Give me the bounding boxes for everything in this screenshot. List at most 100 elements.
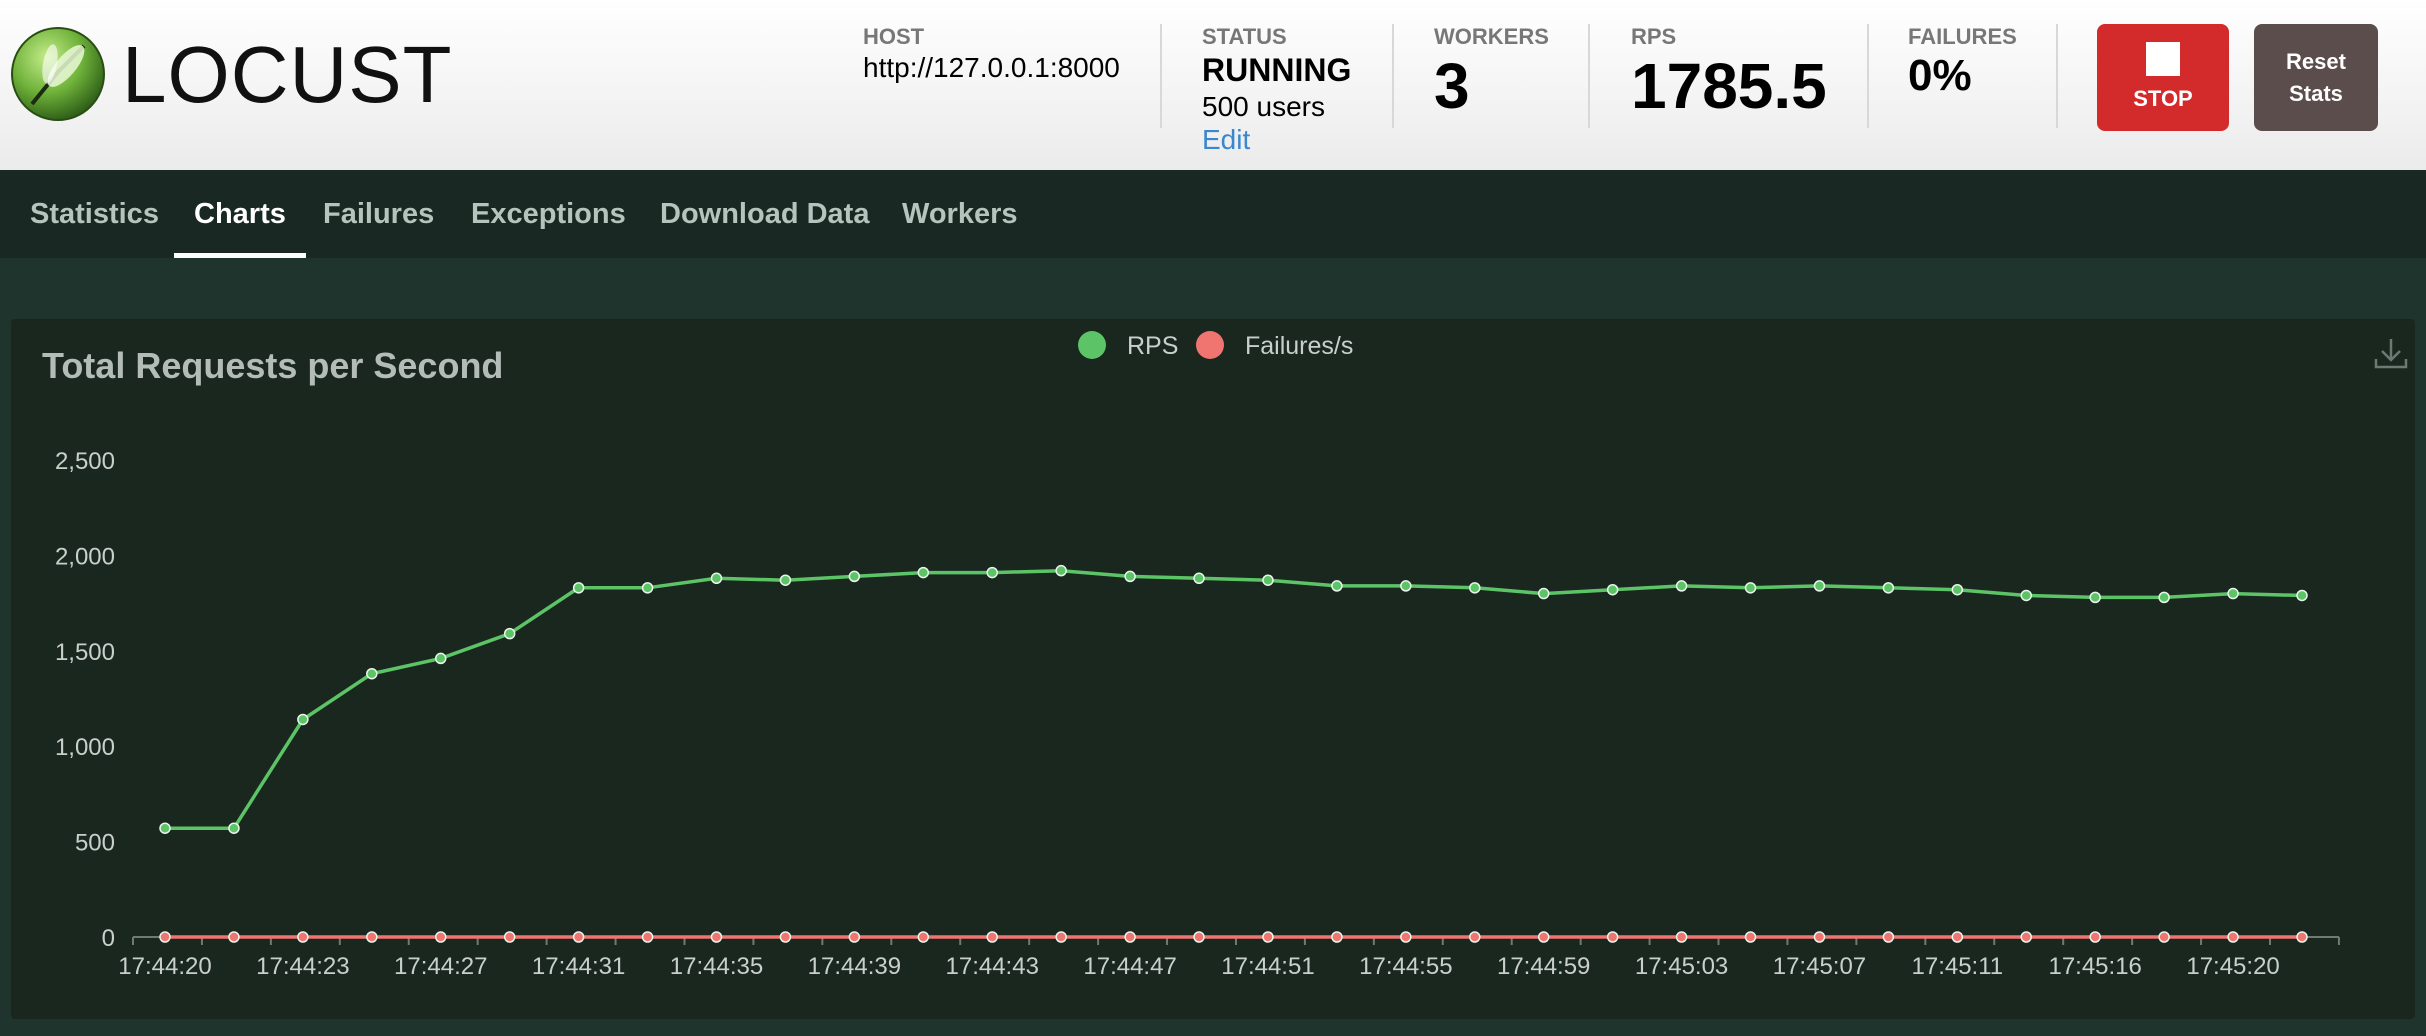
host-stat: HOST http://127.0.0.1:8000 (863, 24, 1120, 86)
tab-failures[interactable]: Failures (323, 198, 435, 230)
download-icon[interactable] (2371, 333, 2411, 373)
y-tick-label: 2,000 (55, 543, 115, 570)
x-tick-label: 17:44:47 (1083, 953, 1176, 980)
host-label: HOST (863, 24, 925, 49)
failures-data-point (1193, 931, 1205, 943)
rps-data-point (159, 822, 171, 834)
rps-data-point (1400, 580, 1412, 592)
x-tick-label: 17:44:23 (256, 953, 349, 980)
rps-data-point (1606, 583, 1619, 596)
rps-data-point (1469, 582, 1481, 594)
rps-line-chart: 0 500 1,000 1,500 2,000 2,500 17:44:20 17:44:23… (55, 331, 2340, 980)
y-tick-label: 1,000 (55, 734, 115, 761)
failures-stat: FAILURES 0% (1908, 24, 2017, 102)
rps-data-point (1055, 564, 1067, 577)
failures-data-point (1537, 931, 1550, 943)
failures-data-point (1331, 931, 1343, 943)
x-tick-label: 17:44:51 (1221, 953, 1314, 980)
rps-data-point (1124, 570, 1136, 583)
x-tick-label: 17:45:11 (1912, 953, 2004, 980)
rps-label: RPS (1631, 24, 1677, 49)
failures-data-point (572, 931, 585, 943)
rps-data-point (503, 627, 516, 640)
locust-logo-icon (11, 27, 105, 121)
rps-data-point (2296, 589, 2308, 602)
failures-data-point (228, 931, 240, 943)
rps-data-point (917, 566, 930, 579)
failures-data-point (2089, 931, 2101, 943)
tab-workers[interactable]: Workers (902, 198, 1018, 230)
failures-data-point (366, 931, 378, 943)
failures-value: 0% (1908, 51, 1972, 100)
divider (1588, 24, 1590, 128)
workers-stat: WORKERS 3 (1434, 24, 1549, 122)
y-tick-label: 500 (75, 830, 115, 857)
x-tick-label: 17:45:20 (2186, 953, 2279, 980)
rps-data-point (779, 574, 792, 586)
failures-data-point (1606, 931, 1619, 943)
failures-data-point (641, 931, 654, 943)
x-tick-label: 17:44:43 (946, 953, 1039, 980)
failures-data-point (503, 931, 516, 943)
x-tick-label: 17:44:55 (1359, 953, 1452, 980)
rps-data-point (2158, 591, 2170, 604)
failures-data-point (434, 931, 447, 943)
tab-exceptions[interactable]: Exceptions (471, 198, 626, 230)
divider (2056, 24, 2058, 128)
legend-rps-marker (1078, 331, 1106, 359)
failures-data-point (2158, 931, 2170, 943)
failures-data-point (1262, 931, 1274, 943)
host-value: http://127.0.0.1:8000 (863, 52, 1120, 83)
failures-data-point (1744, 931, 1757, 943)
workers-label: WORKERS (1434, 24, 1549, 49)
rps-data-point (434, 652, 447, 665)
x-tick-label: 17:44:59 (1497, 953, 1590, 980)
rps-series-line (165, 568, 2303, 830)
reset-stats-button[interactable]: Reset Stats (2254, 24, 2378, 131)
failures-data-point (1400, 931, 1412, 943)
rps-data-point (228, 822, 240, 834)
x-tick-label: 17:44:39 (808, 953, 901, 980)
header-bar: LOCUST HOST http://127.0.0.1:8000 STATUS… (0, 0, 2426, 170)
chart-title: Total Requests per Second (42, 345, 504, 386)
status-value: RUNNING (1202, 52, 1352, 88)
x-tick-label: 17:45:16 (2048, 953, 2141, 980)
stop-icon (2146, 42, 2180, 76)
failures-data-point (1882, 931, 1895, 943)
brand-name: LOCUST (122, 30, 453, 119)
rps-data-point (1537, 587, 1550, 600)
rps-data-point (1813, 580, 1826, 592)
stop-button[interactable]: STOP (2097, 24, 2229, 131)
failures-data-point (710, 931, 723, 943)
failures-data-point (779, 931, 792, 943)
failures-data-point (1951, 931, 1964, 943)
rps-data-point (1882, 582, 1895, 594)
rps-data-point (848, 570, 861, 583)
rps-data-point (572, 582, 585, 594)
x-tick-label: 17:45:03 (1635, 953, 1728, 980)
rps-data-point (1744, 582, 1757, 594)
rps-data-point (2020, 589, 2033, 602)
tab-bar: Statistics Charts Failures Exceptions Do… (0, 170, 2426, 258)
failures-data-point (1813, 931, 1826, 943)
divider (1392, 24, 1394, 128)
tab-download-data[interactable]: Download Data (660, 198, 870, 230)
tab-charts[interactable]: Charts (174, 170, 306, 258)
stop-button-label: STOP (2133, 86, 2193, 111)
edit-link[interactable]: Edit (1202, 124, 1251, 155)
y-tick-label: 2,500 (55, 448, 115, 475)
rps-data-point (366, 667, 378, 680)
failures-data-point (1055, 931, 1067, 943)
status-stat: STATUS RUNNING 500 users Edit (1202, 24, 1351, 156)
legend-rps-label: RPS (1127, 332, 1178, 360)
divider (1160, 24, 1162, 128)
failures-data-point (1469, 931, 1481, 943)
tab-statistics[interactable]: Statistics (30, 198, 159, 230)
legend-failures-label: Failures/s (1245, 332, 1353, 360)
rps-data-point (1951, 583, 1964, 596)
failures-data-point (1124, 931, 1136, 943)
user-count: 500 users (1202, 91, 1325, 122)
y-tick-label: 0 (102, 925, 115, 952)
rps-data-point (1262, 574, 1274, 586)
failures-data-point (159, 931, 171, 943)
